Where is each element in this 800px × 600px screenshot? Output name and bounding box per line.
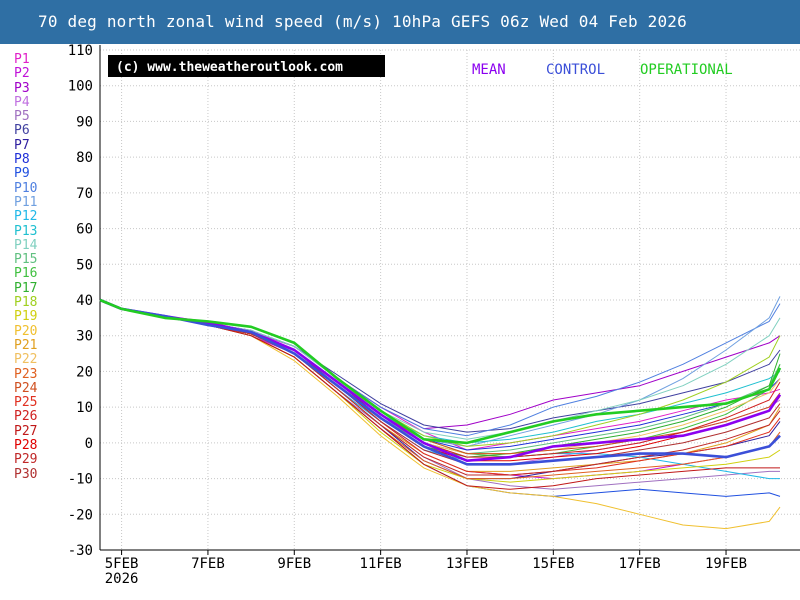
member-label: P23 xyxy=(14,366,38,382)
member-label: P30 xyxy=(14,466,38,482)
legend-entry-operational: OPERATIONAL xyxy=(640,62,733,78)
member-label: P10 xyxy=(14,180,38,196)
member-label: P15 xyxy=(14,252,38,268)
member-label: P4 xyxy=(14,94,30,110)
y-tick-label: 70 xyxy=(76,186,93,202)
member-label: P19 xyxy=(14,309,38,325)
member-label: P29 xyxy=(14,452,38,468)
x-tick-label: 19FEB xyxy=(705,556,747,572)
y-tick-label: 20 xyxy=(76,364,93,380)
chart-title-bar: 70 deg north zonal wind speed (m/s) 10hP… xyxy=(0,0,800,44)
member-label: P21 xyxy=(14,337,38,353)
copyright-box: (c) www.theweatheroutlook.com xyxy=(108,55,385,77)
x-tick-label: 15FEB xyxy=(532,556,574,572)
member-label: P1 xyxy=(14,52,30,67)
member-label: P7 xyxy=(14,137,30,153)
axes: 1101009080706050403020100-10-20-305FEB20… xyxy=(68,43,800,587)
member-label: P14 xyxy=(14,237,38,253)
grid xyxy=(100,49,800,551)
y-tick-label: 60 xyxy=(76,222,93,238)
series-line-p20 xyxy=(99,299,781,530)
member-label: P9 xyxy=(14,166,30,182)
member-label: P27 xyxy=(14,423,38,439)
x-tick-sublabel: 2026 xyxy=(105,571,139,587)
y-tick-label: 10 xyxy=(76,400,93,416)
member-label: P11 xyxy=(14,194,38,210)
x-tick-label: 17FEB xyxy=(619,556,661,572)
y-tick-label: 110 xyxy=(68,43,93,59)
series-line-p5 xyxy=(99,299,780,490)
member-label: P20 xyxy=(14,323,38,339)
series-line-operational xyxy=(99,298,782,445)
member-label: P3 xyxy=(14,80,30,96)
legend-entry-control: CONTROL xyxy=(546,62,605,78)
member-label: P18 xyxy=(14,295,38,311)
y-tick-label: 30 xyxy=(76,329,93,345)
member-label: P2 xyxy=(14,66,30,82)
member-label: P12 xyxy=(14,209,38,225)
y-tick-label: -30 xyxy=(68,543,93,559)
member-label: P13 xyxy=(14,223,38,239)
x-tick-label: 7FEB xyxy=(191,556,225,572)
member-label: P8 xyxy=(14,152,30,168)
legend-entry-mean: MEAN xyxy=(472,62,506,78)
x-tick-label: 11FEB xyxy=(360,556,402,572)
member-label: P16 xyxy=(14,266,38,282)
x-tick-label: 9FEB xyxy=(277,556,311,572)
member-label: P17 xyxy=(14,280,38,296)
y-tick-label: 40 xyxy=(76,293,93,309)
member-label: P25 xyxy=(14,395,38,411)
y-tick-label: -20 xyxy=(68,507,93,523)
y-tick-label: 90 xyxy=(76,114,93,130)
y-tick-label: 80 xyxy=(76,150,93,166)
y-tick-label: 0 xyxy=(85,436,93,452)
x-tick-label: 5FEB xyxy=(105,556,139,572)
member-label: P5 xyxy=(14,109,30,125)
series-legend: MEAN CONTROL OPERATIONAL xyxy=(472,62,733,78)
member-label: P28 xyxy=(14,438,38,454)
member-series xyxy=(99,296,781,530)
member-label: P22 xyxy=(14,352,38,368)
member-legend-list: P1 P2 P3 P4 P5 P6 P7 P8 P9 P10 P11 P12 P13 P14 P15 P16 P… xyxy=(14,52,38,482)
main-series xyxy=(99,298,782,466)
member-label: P6 xyxy=(14,123,30,139)
series-line-p27 xyxy=(99,299,780,490)
series-line-p21 xyxy=(99,299,781,472)
member-label: P26 xyxy=(14,409,38,425)
copyright-text: (c) www.theweatheroutlook.com xyxy=(116,60,343,75)
series-line-p3 xyxy=(99,299,781,430)
member-label: P24 xyxy=(14,380,38,396)
x-tick-label: 13FEB xyxy=(446,556,488,572)
y-tick-label: 100 xyxy=(68,79,93,95)
series-line-control xyxy=(99,298,781,466)
y-tick-label: 50 xyxy=(76,257,93,273)
chart-title: 70 deg north zonal wind speed (m/s) 10hP… xyxy=(38,12,687,31)
y-tick-label: -10 xyxy=(68,472,93,488)
